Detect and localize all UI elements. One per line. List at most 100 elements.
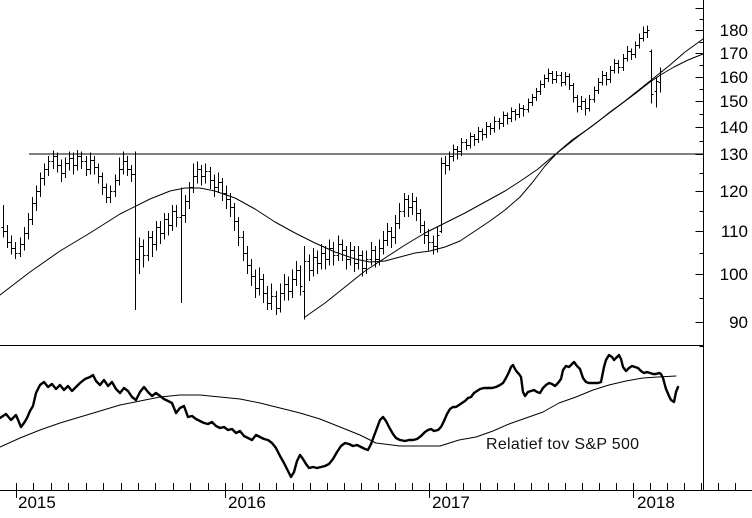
- ohlc-bar: [360, 250, 365, 277]
- ohlc-bar: [534, 87, 539, 101]
- ohlc-bar: [286, 276, 291, 301]
- ohlc-bar: [331, 241, 336, 266]
- ohlc-bar: [302, 246, 307, 320]
- ohlc-bar: [633, 41, 638, 58]
- ohlc-bar: [278, 283, 283, 313]
- ohlc-bar: [480, 128, 485, 141]
- year-label: 2018: [637, 493, 675, 512]
- ohlc-bar: [30, 197, 35, 225]
- ohlc-bar: [625, 46, 630, 62]
- ohlc-bar: [38, 172, 43, 197]
- price-tick-label: 140: [720, 118, 748, 137]
- ohlc-bar: [274, 290, 279, 315]
- ohlc-bar: [344, 246, 349, 270]
- ohlc-bar: [567, 73, 572, 91]
- ohlc-bar: [220, 178, 225, 201]
- ohlc-bar: [459, 137, 464, 156]
- ohlc-bar: [393, 215, 398, 244]
- ohlc-bar: [612, 59, 617, 74]
- ohlc-bar: [621, 54, 626, 71]
- ohlc-bar: [79, 151, 84, 169]
- ohlc-bar: [476, 127, 481, 144]
- price-tick-label: 100: [720, 265, 748, 284]
- year-label: 2015: [18, 493, 56, 512]
- ohlc-bar: [369, 241, 374, 266]
- relative-strength-line: [0, 353, 680, 479]
- ohlc-bar: [71, 152, 76, 175]
- ohlc-bar: [583, 98, 588, 116]
- ohlc-bar: [42, 163, 47, 186]
- chart-frame: [0, 0, 752, 491]
- ohlc-bar: [294, 261, 299, 286]
- ohlc-bar: [468, 132, 473, 149]
- year-label: 2016: [228, 493, 266, 512]
- ohlc-bar: [104, 183, 109, 203]
- ohlc-bar: [179, 187, 184, 303]
- ohlc-bar: [600, 71, 605, 86]
- ohlc-bar: [604, 72, 609, 86]
- ohlc-bar: [439, 157, 444, 234]
- ohlc-bar: [472, 133, 477, 146]
- ohlc-bar: [575, 95, 580, 113]
- price-tick-label: 150: [720, 92, 748, 111]
- ohlc-bar: [88, 152, 93, 175]
- ohlc-bar: [402, 193, 407, 217]
- ohlc-bar: [96, 163, 101, 184]
- ohlc-bar: [509, 107, 514, 122]
- price-tick-label: 180: [720, 21, 748, 40]
- ohlc-bar: [282, 274, 287, 301]
- ohlc-bar: [290, 269, 295, 298]
- ohlc-bar: [269, 283, 274, 310]
- ohlc-bar: [410, 193, 415, 215]
- ohlc-bar: [121, 151, 126, 175]
- time-axis: 2015 2016 2017 2018: [16, 483, 736, 512]
- ohlc-bar: [323, 246, 328, 270]
- ohlc-bar: [526, 98, 531, 113]
- ohlc-bar: [492, 116, 497, 133]
- ohlc-bar: [150, 231, 155, 257]
- ohlc-bar: [315, 250, 320, 274]
- ohlc-bar: [137, 237, 142, 274]
- ohlc-bar: [261, 274, 266, 303]
- ohlc-bar: [5, 225, 10, 249]
- ohlc-bar: [158, 221, 163, 244]
- ohlc-bar: [228, 193, 233, 217]
- ohlc-bar: [265, 286, 270, 310]
- price-tick-label: 90: [729, 313, 748, 332]
- ohlc-bar: [484, 121, 489, 138]
- ohlc-bar: [129, 165, 134, 182]
- ohlc-bar: [464, 139, 469, 150]
- ohlc-bar: [381, 231, 386, 255]
- ohlc-bar: [92, 155, 97, 175]
- price-tick-label: 110: [721, 222, 748, 241]
- ohlc-bar: [327, 239, 332, 266]
- ohlc-bar: [517, 103, 522, 118]
- ohlc-bar: [352, 246, 357, 272]
- ma-fast-line: [0, 53, 704, 296]
- ohlc-bar: [236, 217, 241, 247]
- ohlc-bar: [141, 239, 146, 268]
- ohlc-bar: [253, 269, 258, 298]
- ohlc-bar: [616, 60, 621, 74]
- ohlc-bar: [166, 213, 171, 236]
- ohlc-bar: [51, 150, 56, 169]
- ohlc-bar: [554, 71, 559, 83]
- relative-strength-label: Relatief tov S&P 500: [486, 436, 640, 453]
- ohlc-bar: [63, 157, 68, 179]
- ohlc-bar: [241, 231, 246, 262]
- ohlc-bar: [513, 108, 518, 121]
- ohlc-bar: [364, 250, 369, 274]
- ohlc-bar: [9, 235, 14, 255]
- ohlc-bar: [443, 155, 448, 175]
- ohlc-bar: [245, 246, 250, 274]
- ohlc-bar: [298, 265, 303, 296]
- ohlc-bar: [397, 203, 402, 229]
- ohlc-bar: [203, 163, 208, 184]
- ohlc-bar: [307, 254, 312, 282]
- ohlc-bar: [146, 231, 151, 262]
- ohlc-bar: [592, 86, 597, 103]
- price-tick-label: 170: [720, 44, 748, 63]
- price-axis: 180 170 160 150 140 130 120 110 100 90: [695, 8, 748, 347]
